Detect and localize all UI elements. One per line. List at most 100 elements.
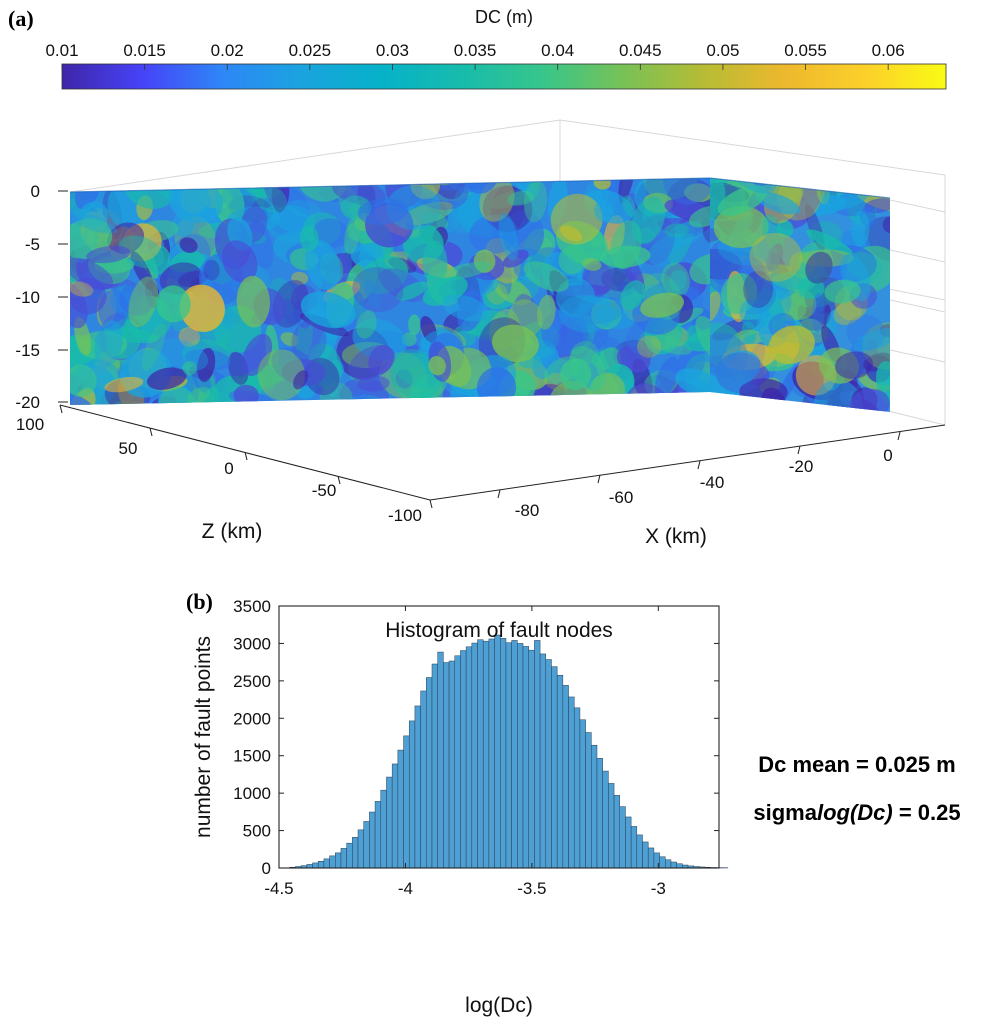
statistics-annotation: Dc mean = 0.025 m sigmalog(Dc) = 0.25 bbox=[753, 752, 960, 825]
histogram-y-ticks: 0 500 1000 1500 2000 2500 3000 3500 bbox=[233, 597, 719, 878]
x-axis-ticks: -80 -60 -40 -20 0 bbox=[497, 431, 901, 520]
z-tick-mark bbox=[149, 427, 153, 437]
histogram-bar bbox=[670, 861, 677, 869]
histogram-y-tick-label: 1000 bbox=[233, 784, 271, 803]
histogram-bar bbox=[352, 837, 359, 869]
fault-surface bbox=[69, 177, 891, 412]
colorbar-tick-label: 0.025 bbox=[289, 41, 332, 60]
histogram-bar bbox=[511, 640, 518, 869]
histogram-bar bbox=[630, 826, 638, 869]
histogram-bar bbox=[665, 859, 672, 869]
fault-surface-side-face bbox=[710, 178, 890, 412]
histogram-bar bbox=[647, 847, 655, 869]
histogram-bar bbox=[431, 663, 438, 869]
histogram-title: Histogram of fault nodes bbox=[385, 619, 613, 642]
histogram-bar bbox=[357, 829, 364, 869]
x-tick-label: -20 bbox=[789, 457, 814, 476]
histogram-bar bbox=[573, 707, 581, 869]
histogram-bar bbox=[608, 783, 615, 869]
histogram-bar bbox=[386, 776, 393, 869]
dc-mean-text: Dc mean = 0.025 m bbox=[758, 752, 956, 777]
histogram-bar bbox=[642, 841, 649, 869]
histogram-x-ticks: -4.5 -4 -3.5 -3 bbox=[264, 606, 666, 898]
histogram-bar bbox=[619, 806, 626, 869]
x-tick-mark bbox=[697, 460, 701, 470]
colorbar-title: DC (m) bbox=[475, 7, 533, 27]
histogram-bar bbox=[312, 862, 319, 869]
colorbar-gradient bbox=[61, 63, 947, 90]
colorbar-tick-label: 0.02 bbox=[211, 41, 244, 60]
colorbar-tick-label: 0.045 bbox=[619, 41, 662, 60]
colorbar-tick-label: 0.015 bbox=[123, 41, 166, 60]
x-tick-mark bbox=[497, 489, 501, 499]
histogram-bar bbox=[471, 642, 478, 869]
histogram-bar bbox=[625, 816, 632, 869]
histogram-bar bbox=[335, 852, 342, 869]
z-tick-mark bbox=[59, 404, 63, 414]
histogram-y-tick-label: 3000 bbox=[233, 634, 271, 653]
histogram-bar bbox=[494, 634, 501, 869]
histogram-bar bbox=[323, 858, 330, 869]
histogram-bar bbox=[369, 811, 376, 869]
histogram-bar bbox=[482, 640, 490, 869]
histogram-x-tick-label: -3.5 bbox=[517, 879, 546, 898]
fault-surface-front-face bbox=[70, 178, 710, 405]
histogram-y-tick-label: 500 bbox=[243, 822, 271, 841]
histogram-bar bbox=[534, 640, 541, 869]
z-tick-label: 0 bbox=[224, 459, 233, 478]
histogram-bar bbox=[613, 795, 620, 869]
histogram-y-tick-label: 0 bbox=[262, 859, 271, 878]
histogram-bar bbox=[517, 643, 524, 869]
histogram-bar bbox=[500, 638, 507, 869]
z-tick-mark bbox=[244, 451, 248, 461]
histogram-y-tick-label: 1500 bbox=[233, 747, 271, 766]
histogram-bar bbox=[397, 749, 404, 869]
histogram-bar bbox=[363, 821, 370, 869]
histogram-bar bbox=[579, 719, 586, 869]
z-axis-ticks: 100 50 0 -50 -100 bbox=[16, 404, 433, 525]
x-axis-label: X (km) bbox=[645, 525, 707, 548]
histogram-bar bbox=[454, 655, 461, 869]
depth-tick-label: -10 bbox=[15, 288, 40, 307]
histogram-y-tick-label: 2000 bbox=[233, 709, 271, 728]
colorbar: DC (m) 0.01 0.015 0.02 0.025 0.03 0.035 0.04 0.… bbox=[45, 7, 947, 90]
z-tick-label: 100 bbox=[16, 415, 44, 434]
histogram-bar bbox=[591, 744, 598, 869]
histogram-bar bbox=[676, 863, 683, 869]
histogram-bar bbox=[374, 801, 382, 869]
x-tick-label: -40 bbox=[700, 473, 725, 492]
histogram-bar bbox=[602, 770, 609, 869]
colorbar-tick-label: 0.035 bbox=[454, 41, 497, 60]
z-tick-mark bbox=[429, 499, 433, 509]
histogram-bar bbox=[562, 685, 569, 869]
colorbar-tick-label: 0.055 bbox=[784, 41, 827, 60]
colorbar-tick-label: 0.03 bbox=[376, 41, 409, 60]
histogram-bar bbox=[317, 861, 325, 869]
histogram-bar bbox=[477, 639, 484, 869]
histogram-bar bbox=[391, 763, 399, 869]
x-tick-mark bbox=[797, 445, 801, 455]
depth-tick-label: -5 bbox=[25, 235, 40, 254]
z-axis-label: Z (km) bbox=[202, 520, 263, 543]
panel-a-label: (a) bbox=[8, 6, 34, 31]
histogram-bar bbox=[443, 662, 450, 869]
z-tick-mark bbox=[337, 475, 341, 485]
x-tick-mark bbox=[897, 431, 901, 441]
histogram-bar bbox=[408, 720, 416, 869]
z-tick-label: -50 bbox=[312, 481, 337, 500]
histogram-bar bbox=[488, 638, 495, 869]
axis-lines-3d bbox=[59, 404, 946, 501]
histogram-frame bbox=[278, 605, 720, 869]
histogram-bar bbox=[596, 758, 603, 869]
colorbar-ticks bbox=[61, 64, 889, 70]
histogram-y-tick-label: 2500 bbox=[233, 672, 271, 691]
histogram-bar bbox=[585, 732, 592, 869]
histogram-x-tick-label: -4.5 bbox=[264, 879, 293, 898]
histogram-x-label: log(Dc) bbox=[465, 994, 533, 1017]
x-tick-label: -80 bbox=[515, 501, 540, 520]
histogram-bar bbox=[380, 789, 387, 869]
depth-tick-label: -20 bbox=[15, 393, 40, 412]
colorbar-tick-label: 0.04 bbox=[541, 41, 574, 60]
